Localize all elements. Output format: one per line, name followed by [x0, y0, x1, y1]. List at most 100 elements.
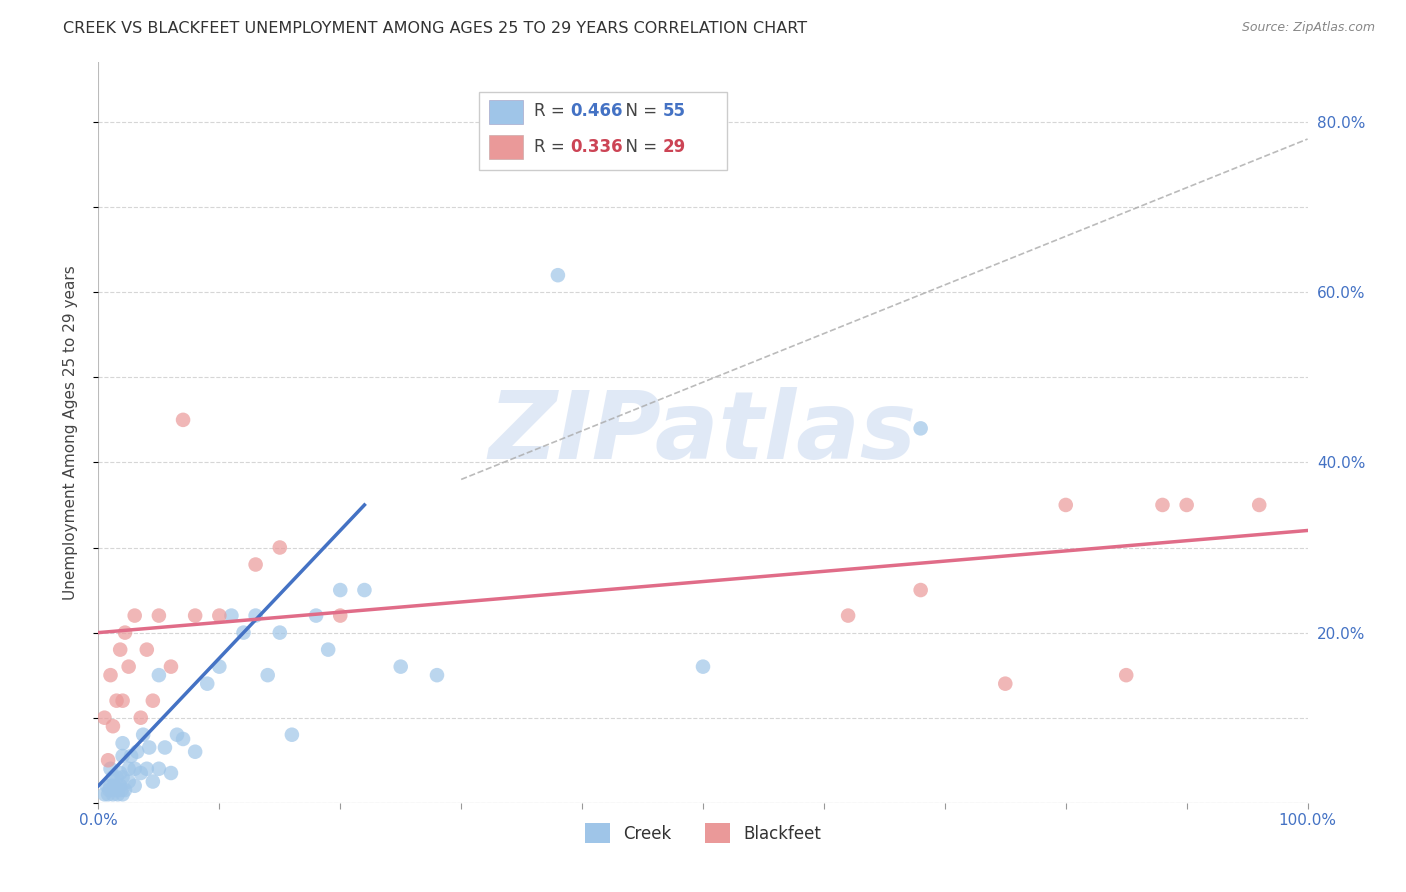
Point [118, 762, 141, 776]
Point [138, 740, 160, 755]
Text: R =: R = [534, 138, 569, 156]
Point [245, 608, 267, 623]
Point [101, 770, 124, 784]
Point [101, 787, 124, 801]
Point [184, 745, 207, 759]
Point [135, 642, 157, 657]
Text: CREEK VS BLACKFEET UNEMPLOYMENT AMONG AGES 25 TO 29 YEARS CORRELATION CHART: CREEK VS BLACKFEET UNEMPLOYMENT AMONG AG… [63, 21, 807, 36]
Point [103, 779, 125, 793]
Point [111, 749, 134, 764]
Point [96, 779, 118, 793]
Point [221, 608, 243, 623]
Point [547, 268, 569, 283]
Point [142, 694, 165, 708]
Point [184, 608, 207, 623]
Point [101, 719, 124, 733]
Y-axis label: Unemployment Among Ages 25 to 29 years: Unemployment Among Ages 25 to 29 years [63, 265, 77, 600]
Point [281, 728, 304, 742]
Point [172, 413, 194, 427]
Point [389, 659, 412, 673]
Point [1175, 498, 1198, 512]
Point [135, 762, 157, 776]
Point [256, 668, 278, 682]
Point [160, 766, 183, 780]
Point [305, 608, 328, 623]
Text: 0.336: 0.336 [569, 138, 623, 156]
Point [160, 659, 183, 673]
Point [110, 783, 132, 797]
Point [111, 787, 134, 801]
Point [129, 766, 152, 780]
Point [1152, 498, 1174, 512]
Legend: Creek, Blackfeet: Creek, Blackfeet [578, 816, 828, 850]
Point [195, 676, 218, 690]
Point [172, 731, 194, 746]
Point [100, 668, 122, 682]
Point [208, 659, 231, 673]
Point [353, 582, 375, 597]
Point [111, 736, 134, 750]
Point [114, 625, 136, 640]
Point [1249, 498, 1271, 512]
Point [93, 787, 115, 801]
Point [105, 783, 128, 797]
Text: R =: R = [534, 103, 569, 120]
Point [108, 779, 131, 793]
Point [910, 582, 932, 597]
Point [93, 711, 115, 725]
Point [426, 668, 449, 682]
FancyBboxPatch shape [479, 92, 727, 169]
Point [118, 659, 141, 673]
Point [232, 625, 254, 640]
Point [245, 558, 267, 572]
Point [132, 728, 155, 742]
Point [142, 774, 165, 789]
Point [208, 608, 231, 623]
Point [107, 787, 129, 801]
Point [910, 421, 932, 435]
Text: ZIPatlas: ZIPatlas [489, 386, 917, 479]
Point [1054, 498, 1077, 512]
Point [108, 766, 131, 780]
Point [837, 608, 859, 623]
Point [129, 711, 152, 725]
FancyBboxPatch shape [489, 100, 523, 124]
Point [148, 608, 170, 623]
Point [316, 642, 339, 657]
Point [153, 740, 176, 755]
Text: 0.466: 0.466 [569, 103, 623, 120]
Point [329, 582, 352, 597]
Point [329, 608, 352, 623]
Point [127, 745, 149, 759]
Text: Source: ZipAtlas.com: Source: ZipAtlas.com [1241, 21, 1375, 34]
Point [114, 783, 136, 797]
Text: N =: N = [614, 138, 662, 156]
Text: N =: N = [614, 103, 662, 120]
Point [124, 608, 146, 623]
Text: 29: 29 [664, 138, 686, 156]
Point [994, 676, 1017, 690]
Point [148, 762, 170, 776]
Point [100, 779, 122, 793]
Point [100, 762, 122, 776]
Point [1115, 668, 1137, 682]
Point [120, 749, 142, 764]
Point [269, 625, 291, 640]
Point [108, 642, 131, 657]
Point [269, 541, 291, 555]
Text: 55: 55 [664, 103, 686, 120]
Point [97, 753, 120, 767]
Point [124, 762, 146, 776]
Point [98, 783, 121, 797]
Point [148, 668, 170, 682]
Point [105, 770, 128, 784]
Point [105, 694, 128, 708]
Point [124, 779, 146, 793]
Point [111, 694, 134, 708]
Point [166, 728, 188, 742]
Point [118, 774, 141, 789]
Point [97, 787, 120, 801]
Point [111, 770, 134, 784]
FancyBboxPatch shape [489, 135, 523, 159]
Point [692, 659, 714, 673]
